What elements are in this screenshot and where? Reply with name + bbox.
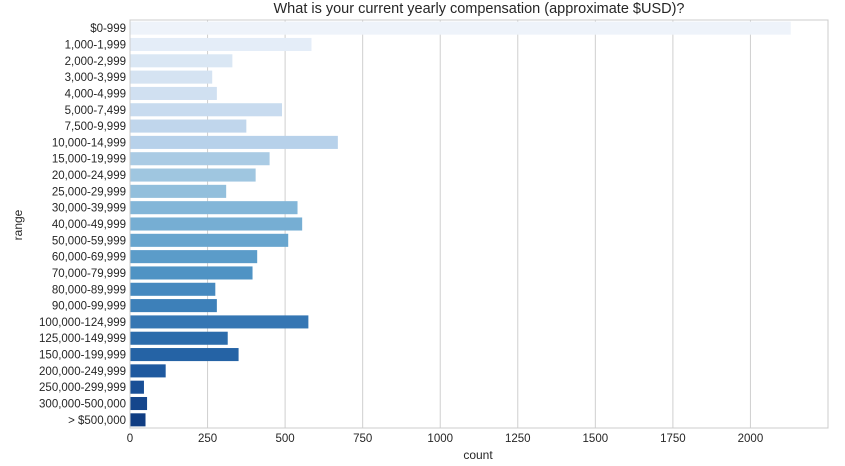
y-tick-label: 250,000-299,999 — [39, 382, 126, 394]
y-tick-label: 150,000-199,999 — [39, 350, 126, 362]
y-tick-label: 5,000-7,499 — [65, 105, 126, 117]
y-tick-label: 4,000-4,999 — [65, 88, 126, 100]
y-tick-label: 40,000-49,999 — [52, 219, 126, 231]
y-tick-label: 125,000-149,999 — [39, 333, 126, 345]
bar — [130, 250, 258, 264]
y-tick-label: 200,000-249,999 — [39, 366, 126, 378]
y-tick-label: > $500,000 — [68, 415, 126, 427]
x-tick-label: 1250 — [505, 433, 531, 445]
bar — [130, 37, 312, 52]
x-tick-label: 1500 — [583, 433, 609, 445]
bar — [130, 152, 270, 166]
bar — [130, 282, 216, 296]
bar — [130, 396, 148, 411]
bar — [130, 331, 228, 345]
y-tick-labels: $0-999 1,000-1,999 2,000-2,999 3,000-3,999 4… — [39, 23, 126, 427]
y-tick-label: 300,000-500,000 — [39, 399, 126, 411]
plot-frame — [129, 19, 829, 429]
bar — [130, 103, 283, 117]
bar — [130, 70, 213, 84]
bar — [130, 233, 289, 247]
y-axis-label: range — [11, 209, 25, 240]
bar — [130, 201, 298, 215]
y-tick-label: 50,000-59,999 — [52, 235, 126, 247]
x-tick-labels: 0 250 500 750 1000 1250 1500 1750 2000 — [127, 433, 763, 445]
chart-title: What is your current yearly compensation… — [274, 1, 685, 17]
bar — [130, 168, 256, 182]
y-tick-label: 7,500-9,999 — [65, 121, 126, 133]
bar — [130, 315, 309, 329]
bar — [130, 380, 144, 394]
x-tick-label: 1750 — [660, 433, 686, 445]
y-tick-label: 20,000-24,999 — [52, 170, 126, 182]
bar — [130, 86, 217, 100]
x-tick-label: 1000 — [427, 433, 453, 445]
y-tick-label: 1,000-1,999 — [65, 39, 126, 51]
y-tick-label: 80,000-89,999 — [52, 284, 126, 296]
bar — [130, 54, 233, 68]
bar — [130, 119, 247, 133]
x-tick-label: 250 — [198, 433, 217, 445]
y-tick-label: 70,000-79,999 — [52, 268, 126, 280]
bar — [130, 217, 303, 231]
y-tick-label: 25,000-29,999 — [52, 186, 126, 198]
y-tick-label: 10,000-14,999 — [52, 137, 126, 149]
bar — [130, 135, 338, 149]
x-tick-label: 500 — [276, 433, 295, 445]
y-tick-label: 15,000-19,999 — [52, 154, 126, 166]
y-tick-label: 3,000-3,999 — [65, 72, 126, 84]
x-tick-label: 750 — [353, 433, 372, 445]
x-axis-label: count — [463, 448, 493, 462]
bar — [130, 364, 166, 378]
y-tick-label: 30,000-39,999 — [52, 203, 126, 215]
bar — [130, 184, 227, 198]
y-tick-label: 2,000-2,999 — [65, 56, 126, 68]
x-tick-label: 2000 — [738, 433, 764, 445]
y-tick-label: 60,000-69,999 — [52, 252, 126, 264]
bar — [130, 299, 217, 313]
bar — [130, 413, 146, 427]
y-tick-label: 90,000-99,999 — [52, 301, 126, 313]
y-tick-label: 100,000-124,999 — [39, 317, 126, 329]
x-tick-label: 0 — [127, 433, 133, 445]
bar — [130, 348, 239, 362]
bar — [130, 266, 253, 280]
y-tick-label: $0-999 — [90, 23, 126, 35]
bar — [130, 21, 791, 35]
bars — [130, 21, 791, 427]
